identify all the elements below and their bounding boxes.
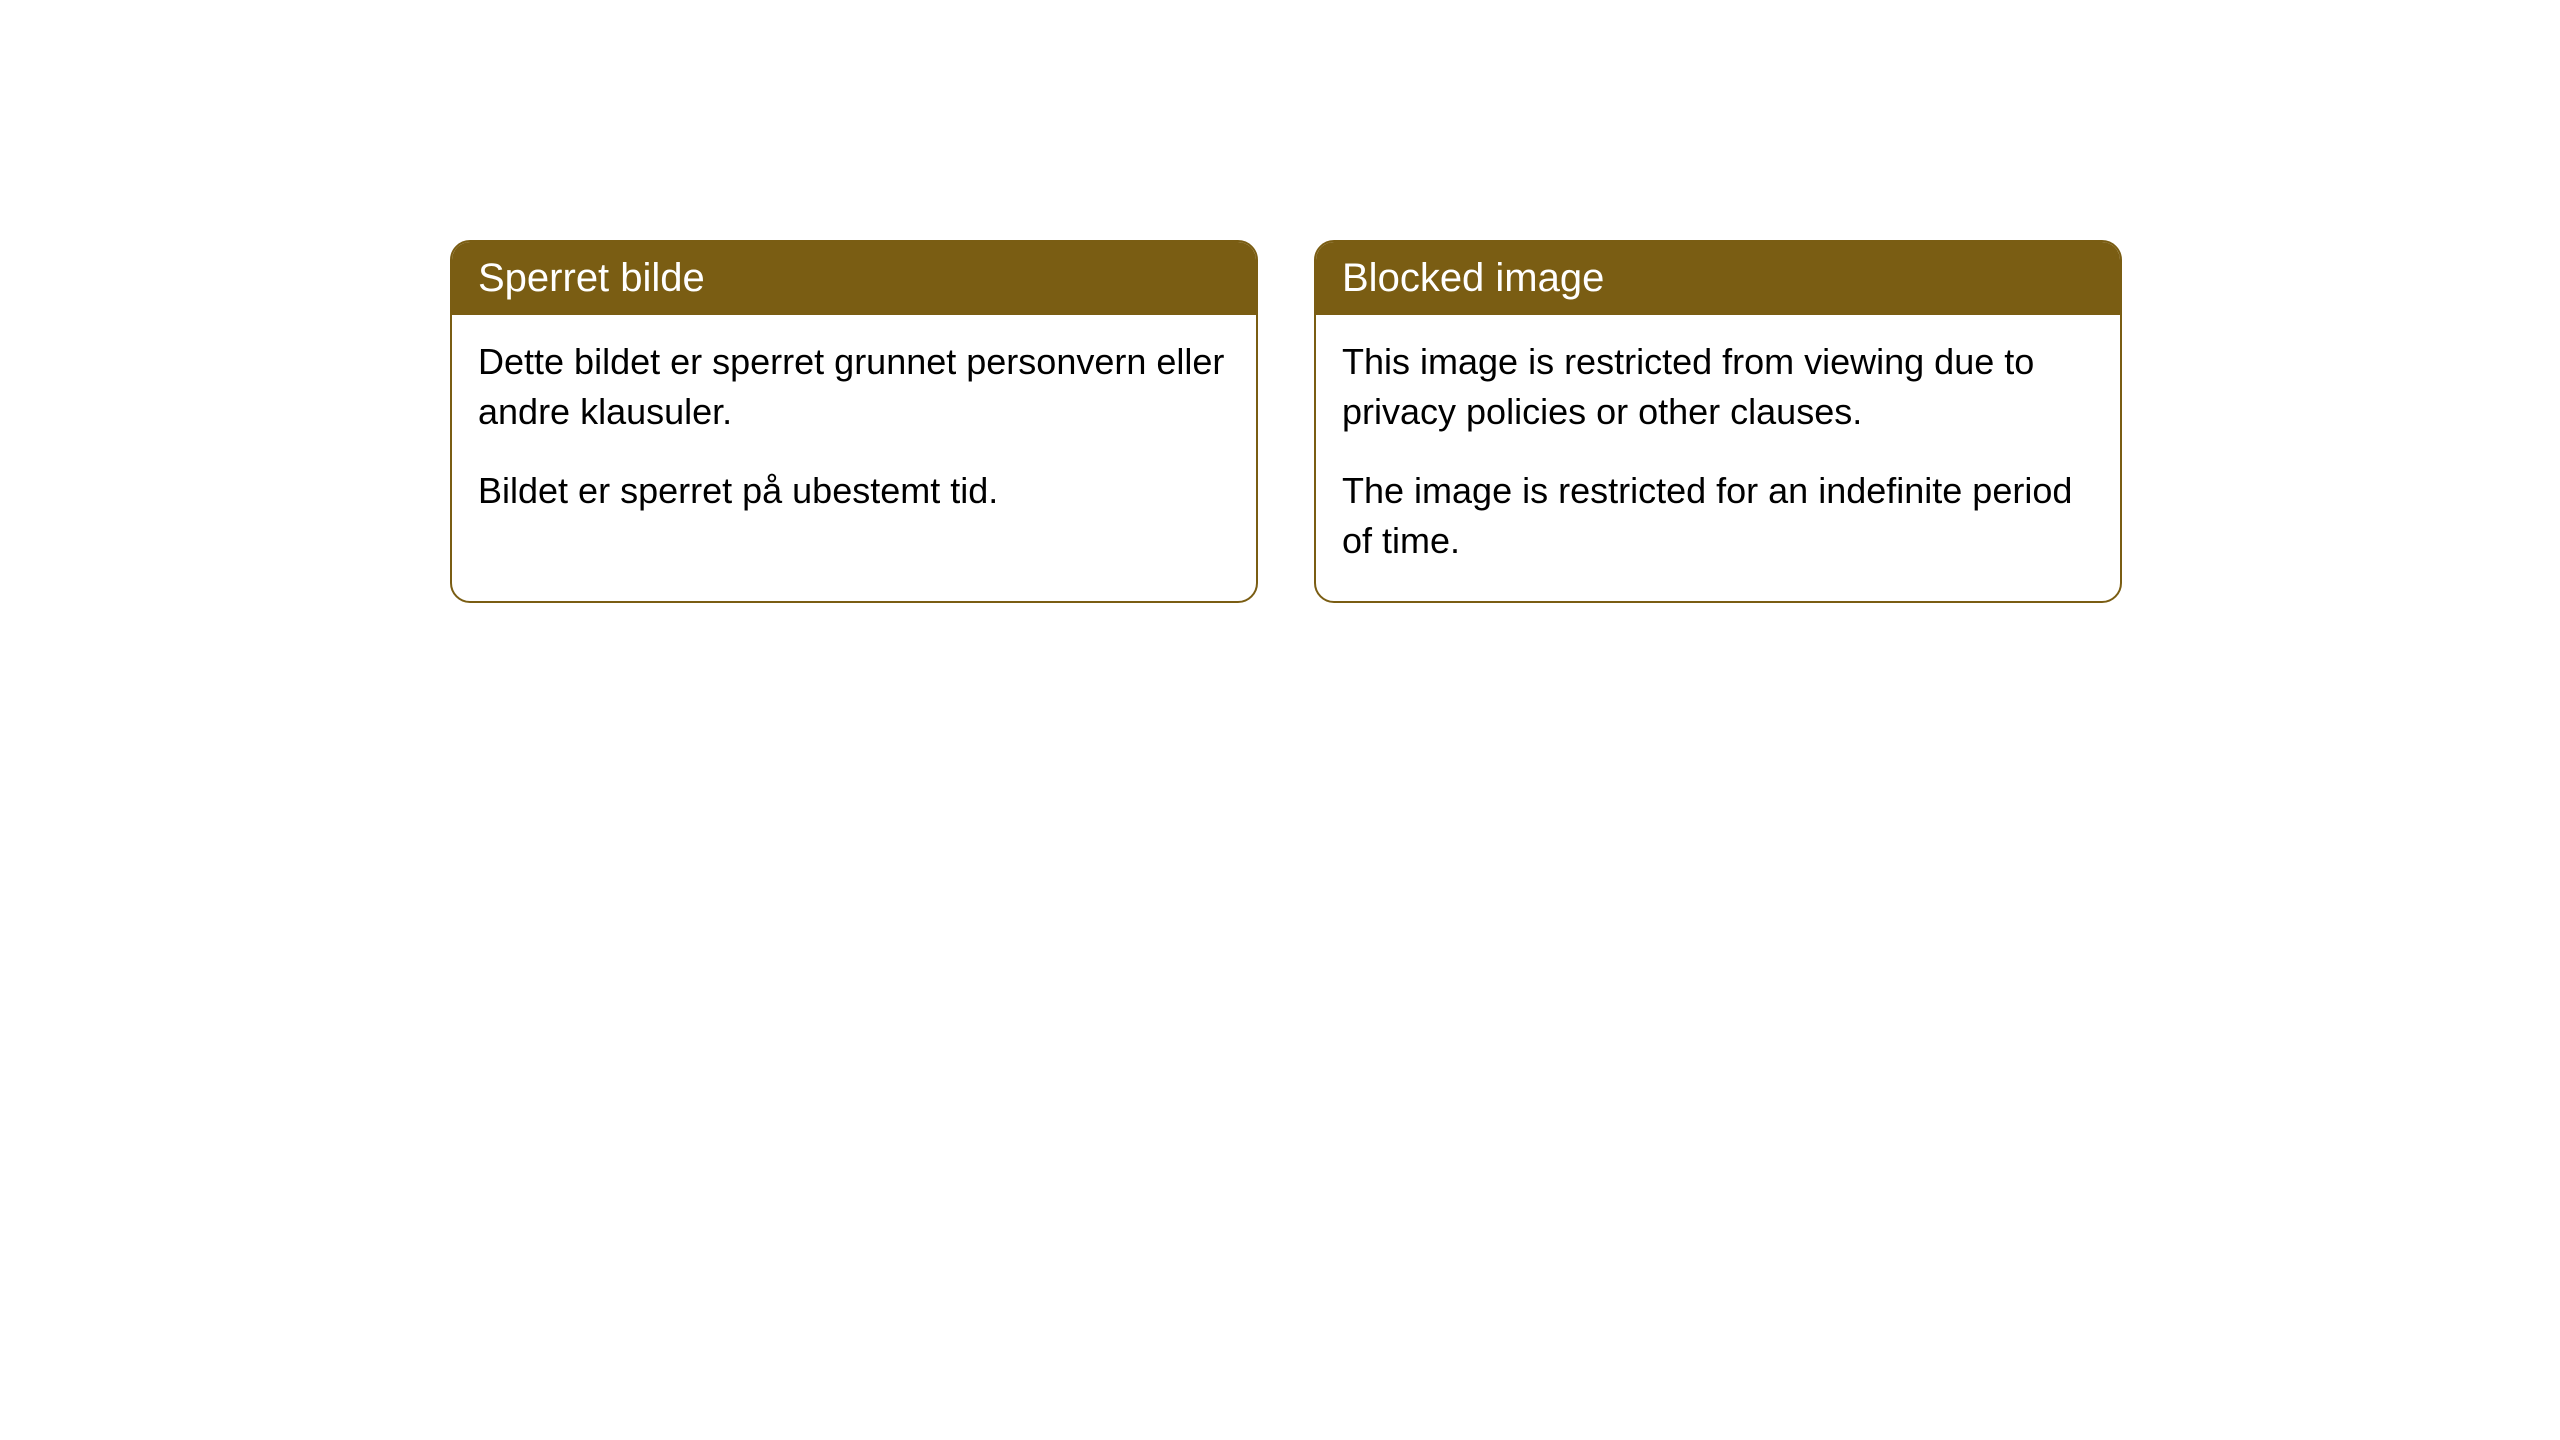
card-paragraph-2: The image is restricted for an indefinit… <box>1342 466 2094 567</box>
card-header: Blocked image <box>1316 242 2120 315</box>
card-title: Blocked image <box>1342 256 1604 300</box>
card-paragraph-1: This image is restricted from viewing du… <box>1342 337 2094 438</box>
card-paragraph-1: Dette bildet er sperret grunnet personve… <box>478 337 1230 438</box>
card-header: Sperret bilde <box>452 242 1256 315</box>
card-body: This image is restricted from viewing du… <box>1316 315 2120 601</box>
notice-card-english: Blocked image This image is restricted f… <box>1314 240 2122 603</box>
card-title: Sperret bilde <box>478 256 705 300</box>
card-paragraph-2: Bildet er sperret på ubestemt tid. <box>478 466 1230 516</box>
notice-cards-container: Sperret bilde Dette bildet er sperret gr… <box>0 0 2560 603</box>
card-body: Dette bildet er sperret grunnet personve… <box>452 315 1256 550</box>
notice-card-norwegian: Sperret bilde Dette bildet er sperret gr… <box>450 240 1258 603</box>
